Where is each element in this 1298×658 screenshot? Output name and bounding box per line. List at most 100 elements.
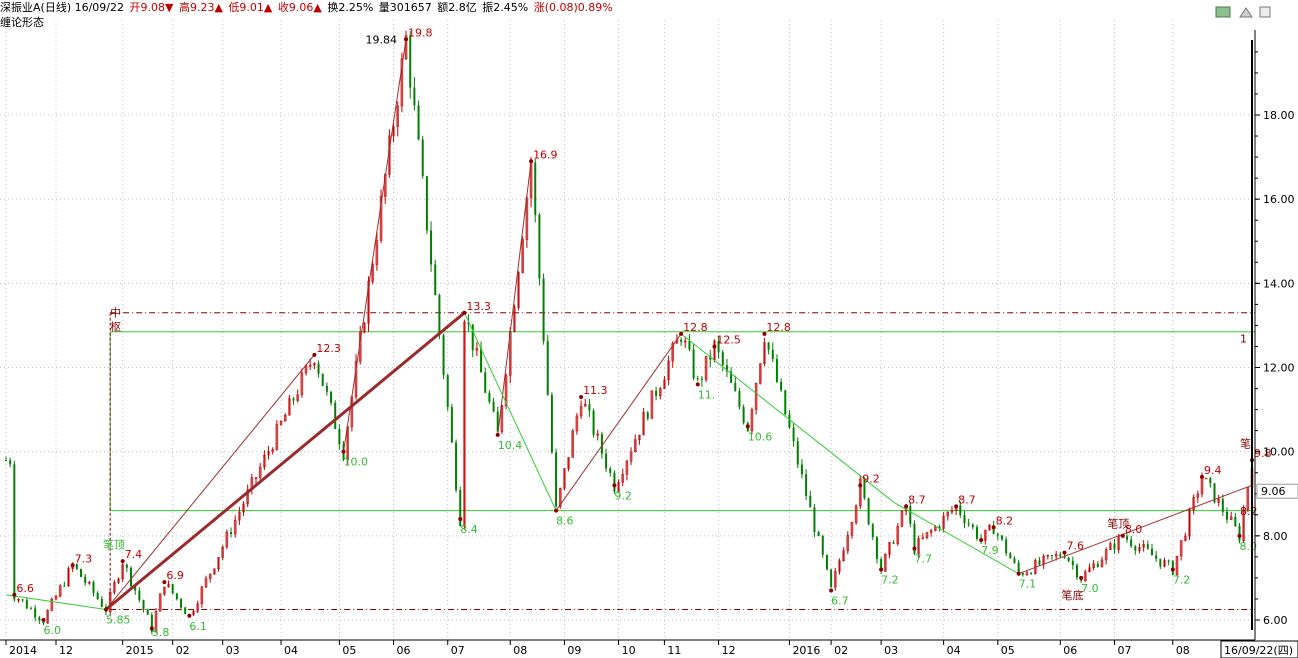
turnover-value: 换2.25% (327, 1, 374, 14)
current-price-box (1256, 483, 1298, 499)
settings-icon[interactable] (1259, 6, 1271, 18)
candle-body (959, 505, 962, 515)
low-label: 7.2 (881, 574, 899, 587)
arrow-up-icon[interactable] (1239, 7, 1253, 18)
candle-body (46, 610, 49, 624)
low-point (495, 432, 500, 437)
up-stroke (555, 333, 682, 511)
candle-body (1067, 557, 1070, 561)
candle-body (230, 532, 233, 535)
candle-body (125, 564, 128, 568)
candle-body (1184, 535, 1187, 541)
y-tick-label: 10.00 (1263, 446, 1295, 459)
candle-body (909, 506, 912, 524)
y-tick-label: 8.00 (1263, 530, 1288, 543)
candle-body (13, 464, 16, 600)
low-label: 10.6 (748, 430, 773, 443)
low-point (554, 508, 559, 513)
candle-body (517, 272, 520, 308)
candle-body (550, 394, 553, 453)
candle-body (784, 390, 787, 415)
candle-body (417, 105, 420, 140)
candle-body (150, 614, 153, 632)
candle-body (738, 390, 741, 408)
candle-body (467, 322, 470, 325)
candle-body (838, 560, 841, 572)
strokes (5, 39, 1253, 611)
candle-body (700, 378, 703, 380)
candle-body (92, 582, 95, 593)
low-label: 6.0 (44, 624, 62, 637)
low-point (695, 382, 700, 387)
candle-body (854, 505, 858, 523)
candle-body (134, 586, 137, 591)
candle-body (38, 617, 41, 621)
candle-body (113, 582, 116, 593)
low-point (1079, 575, 1084, 580)
candle-body (167, 583, 170, 588)
candle-body (984, 529, 987, 541)
y-tick-label: 6.00 (1263, 614, 1288, 627)
candle-body (888, 542, 891, 555)
candle-body (1000, 535, 1003, 540)
annotation-label: 笔底 (1061, 588, 1083, 602)
candle-body (146, 609, 149, 615)
candle-body (996, 534, 999, 536)
candle-body (880, 559, 883, 572)
candle-body (625, 460, 629, 475)
candle-body (938, 526, 941, 529)
low-point (1237, 533, 1242, 538)
x-tick-label: 03 (884, 644, 898, 657)
candle-body (34, 608, 37, 618)
low-point (1170, 567, 1175, 572)
candle-body (217, 557, 220, 570)
candle-body (442, 335, 445, 376)
high-point (12, 592, 17, 597)
candle-body (317, 363, 320, 374)
candle-body (379, 196, 383, 241)
low-label: 7.7 (914, 552, 932, 565)
high-label: 7.6 (1066, 540, 1084, 553)
high-point (1120, 533, 1125, 538)
candle-body (617, 482, 620, 492)
candle-body (513, 307, 516, 332)
high-label: 12.8 (766, 321, 791, 334)
candle-body (596, 433, 599, 436)
low-point (979, 538, 984, 543)
candle-body (834, 571, 837, 588)
candle-body (1188, 509, 1191, 537)
folder-icon[interactable] (1215, 6, 1231, 18)
candle-body (184, 607, 187, 614)
candle-body (54, 595, 58, 600)
candle-body (588, 404, 591, 411)
candle-body (971, 524, 974, 528)
high-label: 13.3 (466, 300, 491, 313)
candle-body (538, 215, 541, 279)
down-stroke (5, 594, 107, 610)
candle-body (900, 510, 904, 527)
low-label: 11. (698, 388, 716, 401)
candle-body (1192, 497, 1195, 511)
candle-body (946, 511, 950, 517)
candle-body (100, 598, 103, 607)
candle-body (1088, 567, 1091, 573)
low-label: 6.1 (189, 620, 207, 633)
y-axis: 6.00 8.00 10.00 12.00 14.00 16.00 18.00 9.06 (1251, 30, 1298, 640)
candle-body (613, 472, 616, 492)
x-tick-label: 06 (397, 644, 411, 657)
x-tick-label: 03 (226, 644, 240, 657)
candle-body (967, 523, 970, 525)
candle-body (471, 324, 474, 351)
high-label: 9.8 (1254, 447, 1272, 460)
zhongshu-label: 枢 (110, 319, 121, 333)
up-stroke (105, 354, 315, 610)
change-value: 涨(0.08)0.89% (533, 1, 613, 14)
candle-body (338, 428, 341, 445)
candle-body (1159, 558, 1162, 567)
candle-body (567, 457, 570, 469)
candle-body (1125, 536, 1128, 540)
high-point (162, 580, 167, 585)
low-point (745, 424, 750, 429)
x-tick-label: 2014 (9, 644, 37, 657)
candle-body (1196, 493, 1200, 498)
